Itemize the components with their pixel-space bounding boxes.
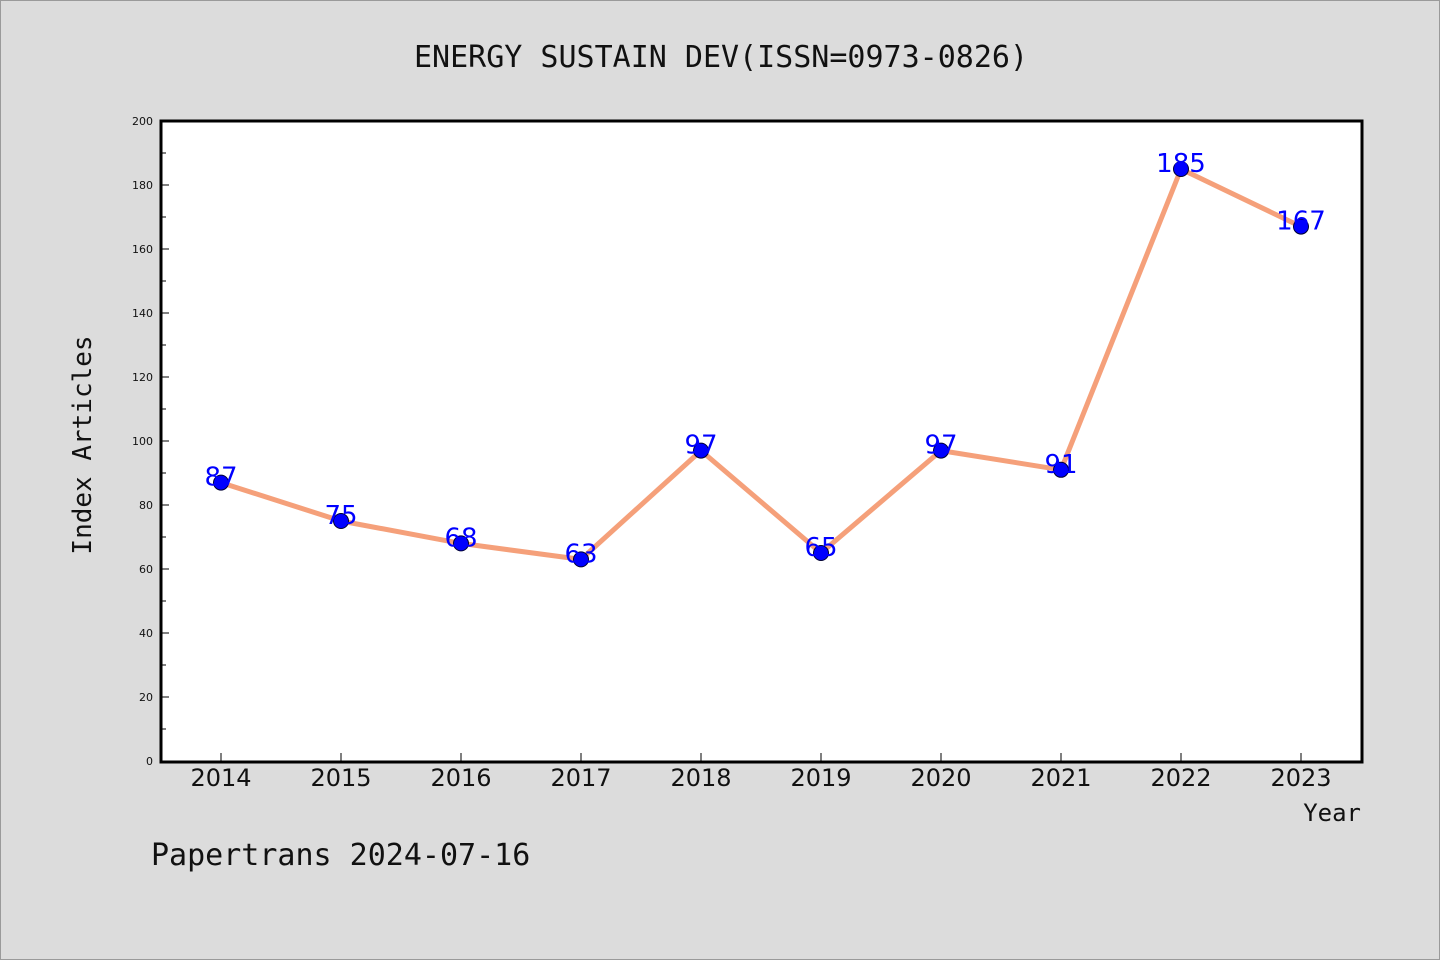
data-point-2023: [1293, 218, 1309, 235]
plot-area: [159, 119, 1364, 764]
x-axis-label: Year: [1303, 799, 1361, 827]
x-tick-label: 2016: [430, 764, 491, 792]
y-tick-label: 0: [146, 755, 153, 768]
x-tick-label: 2022: [1150, 764, 1211, 792]
x-tick-label: 2023: [1270, 764, 1331, 792]
footer-source-date: Papertrans 2024-07-16: [151, 838, 530, 873]
y-tick-label: 140: [132, 307, 153, 320]
data-point-2021: [1053, 461, 1069, 478]
y-tick-label: 60: [139, 563, 153, 576]
x-tick-label: 2021: [1030, 764, 1091, 792]
series-index-articles: 87 75 68 63 97 65 97 91 185 167: [204, 149, 1325, 569]
y-tick-label: 180: [132, 179, 153, 192]
x-axis: 2014 2015 2016 2017 2018 2019 2020 2021 2022 2023: [190, 753, 1332, 792]
data-label-2016: 68: [444, 523, 477, 553]
data-label-2017: 63: [564, 539, 597, 569]
data-label-2015: 75: [324, 501, 357, 531]
y-tick-label: 20: [139, 691, 153, 704]
y-tick-label: 40: [139, 627, 153, 640]
x-tick-label: 2018: [670, 764, 731, 792]
x-tick-label: 2014: [190, 764, 251, 792]
data-label-2019: 65: [804, 533, 837, 563]
x-tick-label: 2015: [310, 764, 371, 792]
data-point-2016: [453, 535, 469, 552]
y-tick-label: 120: [132, 371, 153, 384]
y-tick-label: 100: [132, 435, 153, 448]
x-tick-label: 2017: [550, 764, 611, 792]
data-label-2020: 97: [924, 431, 957, 461]
data-point-2017: [573, 551, 589, 568]
data-label-2021: 91: [1044, 450, 1077, 480]
x-tick-label: 2019: [790, 764, 851, 792]
x-tick-label: 2020: [910, 764, 971, 792]
series-line: [218, 166, 1304, 562]
data-point-2022: [1173, 161, 1189, 177]
data-label-2022: 185: [1156, 149, 1206, 179]
data-label-2023: 167: [1276, 207, 1326, 237]
y-tick-label: 200: [132, 115, 153, 128]
y-tick-label: 80: [139, 499, 153, 512]
data-point-2020: [933, 442, 949, 459]
data-point-2014: [213, 474, 229, 491]
data-label-2018: 97: [684, 431, 717, 461]
data-point-2019: [813, 545, 829, 561]
chart-title: ENERGY SUSTAIN DEV(ISSN=0973-0826): [414, 40, 1028, 75]
data-label-2014: 87: [204, 463, 237, 493]
data-point-2015: [333, 513, 349, 529]
y-tick-label: 160: [132, 243, 153, 256]
data-point-2018: [693, 442, 709, 459]
y-axis: 0 20 40 60 80 100 120 140 160 180 200: [132, 115, 169, 768]
y-axis-label: Index Articles: [68, 335, 98, 554]
